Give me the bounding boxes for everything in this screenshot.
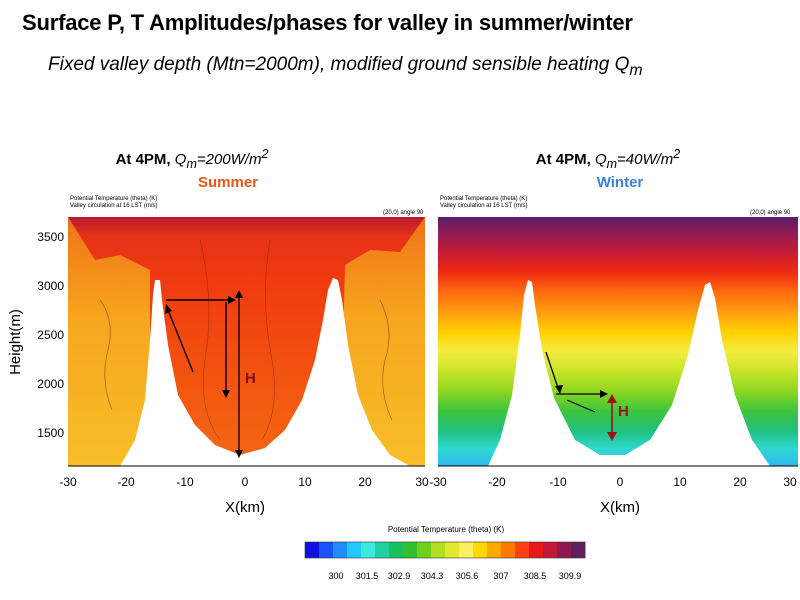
summer-xtick-20: 20	[358, 475, 372, 489]
summer-plot-header: Potential Temperature (theta) (K) Valley …	[70, 196, 158, 209]
winter-xtick-m20: -20	[488, 475, 506, 489]
slide-title: Surface P, T Amplitudes/phases for valle…	[22, 10, 633, 35]
summer-xtick-m30: -30	[59, 475, 77, 489]
colorbar-cell	[571, 542, 586, 558]
winter-xtick-10: 10	[673, 475, 687, 489]
winter-h-marker: H	[618, 403, 629, 420]
summer-xtick-m10: -10	[176, 475, 194, 489]
colorbar-cell	[319, 542, 334, 558]
colorbar-label-304-3: 304.3	[421, 571, 444, 581]
winter-panel-title: At 4PM, Qm=40W/m2	[535, 147, 681, 171]
summer-panel-title: At 4PM, Qm=200W/m2	[115, 147, 269, 171]
summer-xtick-30: 30	[415, 475, 429, 489]
colorbar-cell	[389, 542, 404, 558]
winter-xtick-20: 20	[733, 475, 747, 489]
winter-xtick-0: 0	[617, 475, 624, 489]
slide-subtitle: Fixed valley depth (Mtn=2000m), modified…	[48, 54, 643, 79]
colorbar-label-309-9: 309.9	[559, 571, 582, 581]
colorbar-cell	[515, 542, 530, 558]
colorbar	[304, 541, 586, 559]
colorbar-cell	[375, 542, 390, 558]
winter-x-axis-label: X(km)	[600, 499, 640, 516]
summer-season-label: Summer	[197, 174, 259, 191]
colorbar-label-301-5: 301.5	[356, 571, 379, 581]
colorbar-cell	[347, 542, 362, 558]
colorbar-cell	[431, 542, 446, 558]
summer-x-axis-label: X(km)	[225, 499, 265, 516]
winter-plot: H	[438, 217, 798, 466]
winter-plot-header: Potential Temperature (theta) (K) Valley …	[440, 196, 528, 209]
winter-plot-header-right: (20,0) angle 90	[750, 210, 791, 216]
colorbar-cell	[557, 542, 572, 558]
colorbar-cell	[417, 542, 432, 558]
summer-plot: H	[68, 217, 425, 466]
summer-ytick-2500: 2500	[37, 328, 64, 342]
summer-ytick-1500: 1500	[37, 426, 64, 440]
summer-axes: 3500 3000 2500 2000 1500 -30 -20 -10 0 1…	[37, 230, 429, 516]
colorbar-cell	[529, 542, 544, 558]
colorbar-label-302-9: 302.9	[388, 571, 411, 581]
colorbar-label-308-5: 308.5	[524, 571, 547, 581]
colorbar-label-305-6: 305.6	[456, 571, 479, 581]
winter-season-label: Winter	[596, 174, 644, 191]
colorbar-cell	[487, 542, 502, 558]
summer-xtick-0: 0	[242, 475, 249, 489]
colorbar-cell	[361, 542, 376, 558]
winter-xtick-m10: -10	[549, 475, 567, 489]
y-axis-label: Height(m)	[7, 309, 24, 375]
colorbar-cell	[445, 542, 460, 558]
colorbar-cell	[473, 542, 488, 558]
summer-ytick-3000: 3000	[37, 279, 64, 293]
colorbar-cell	[333, 542, 348, 558]
colorbar-labels: 300 301.5 302.9 304.3 305.6 307 308.5 30…	[328, 571, 581, 581]
winter-axes: -30 -20 -10 0 10 20 30 X(km)	[429, 465, 798, 516]
summer-xtick-10: 10	[298, 475, 312, 489]
winter-xtick-m30: -30	[429, 475, 447, 489]
colorbar-cell	[403, 542, 418, 558]
summer-ytick-2000: 2000	[37, 377, 64, 391]
colorbar-cell	[501, 542, 516, 558]
summer-ytick-3500: 3500	[37, 230, 64, 244]
colorbar-title: Potential Temperature (theta) (K)	[388, 525, 505, 534]
colorbar-cell	[543, 542, 558, 558]
colorbar-cell	[459, 542, 474, 558]
colorbar-cell	[305, 542, 320, 558]
colorbar-border	[304, 541, 586, 559]
colorbar-label-300: 300	[328, 571, 343, 581]
colorbar-label-307: 307	[493, 571, 508, 581]
summer-plot-header-right: (20,0) angle 90	[383, 210, 424, 216]
summer-h-marker: H	[245, 370, 256, 387]
summer-xtick-m20: -20	[117, 475, 135, 489]
winter-xtick-30: 30	[783, 475, 797, 489]
